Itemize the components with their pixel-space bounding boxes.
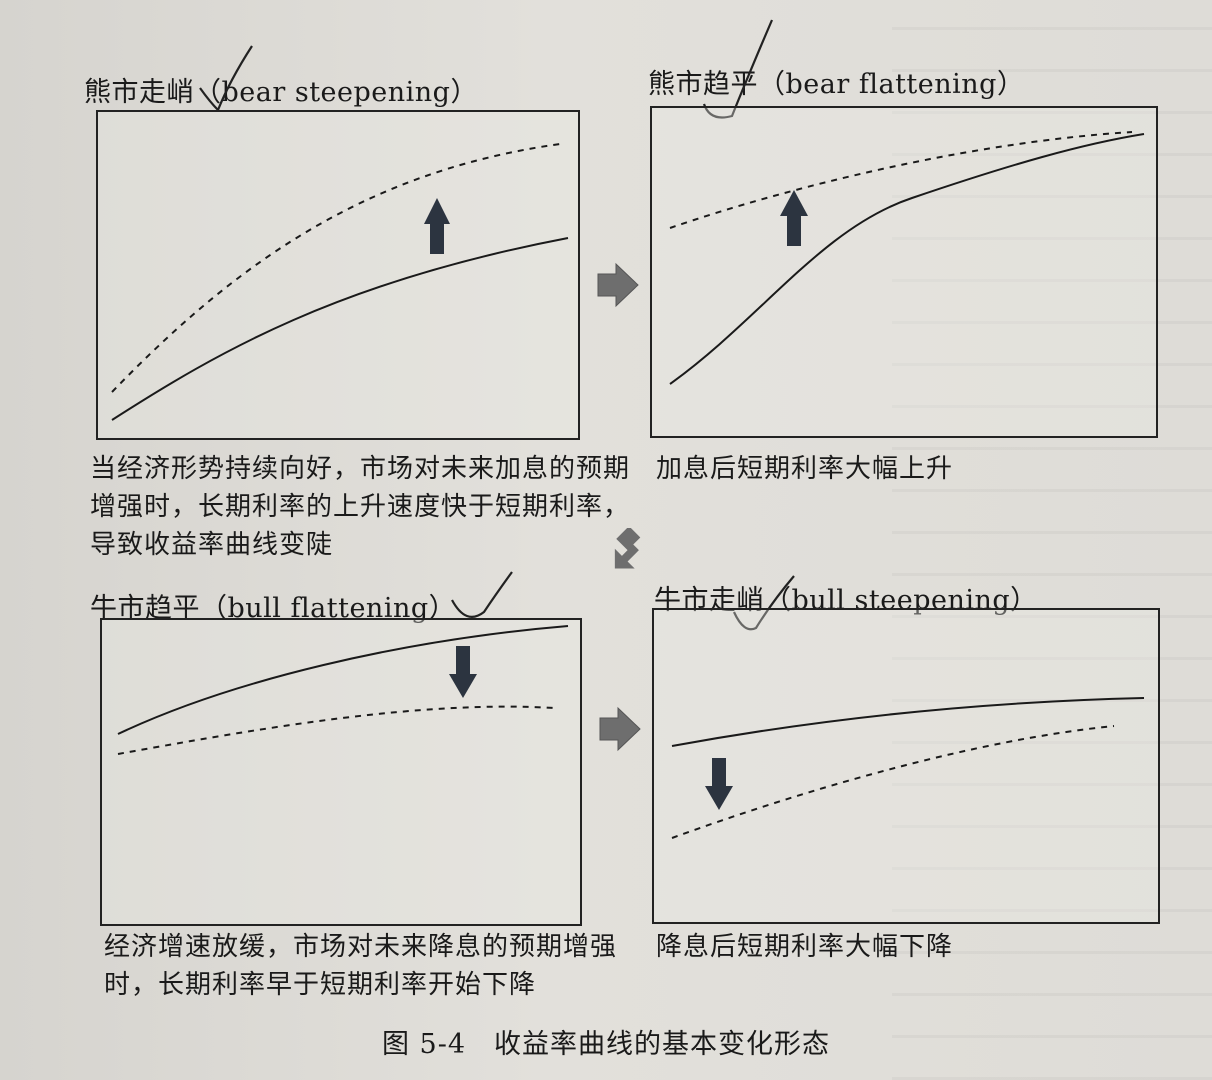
yield-curves-bear-flattening [669,131,1145,385]
yield-curve-before [117,625,569,735]
yield-curves-bear-steepening [111,143,569,421]
yield-curve-before [671,697,1145,747]
figure-caption: 图 5-4 收益率曲线的基本变化形态 [381,1029,831,1060]
handwritten-check-mark [702,19,774,119]
chart-panel-bear-steepening [96,110,580,440]
arrow-up-icon [780,190,808,246]
chart-panel-bull-flattening [100,618,582,926]
down-left-arrow-icon [614,528,641,569]
handwritten-check-mark [732,575,795,631]
handwritten-check-mark [199,45,253,112]
yield-curve-after [111,143,561,393]
panel-caption-bear-flattening: 加息后短期利率大幅上升 [656,454,954,484]
panel-title-bear-steepening: 熊市走峭（bear steepening） [84,77,478,108]
arrow-up-icon [424,198,450,254]
panel-title-bear-flattening: 熊市趋平（bear flattening） [648,69,1025,100]
arrow-down-icon [705,758,733,810]
panel-caption-bear-steepening: 当经济形势持续向好，市场对未来加息的预期增强时，长期利率的上升速度快于短期利率，… [90,454,631,560]
yield-curve-after [669,131,1133,229]
chart-panel-bull-steepening [652,608,1160,924]
yield-curves-bull-flattening [117,625,569,755]
right-arrow-icon [597,262,639,308]
yield-curve-before [111,237,569,421]
right-arrow-icon [599,706,641,752]
yield-curve-after [117,705,555,755]
panel-caption-bull-flattening: 经济增速放缓，市场对未来降息的预期增强时，长期利率早于短期利率开始下降 [104,932,618,1000]
yield-curves-bull-steepening [671,697,1145,839]
panel-title-bull-steepening: 牛市走峭（bull steepening） [654,585,1038,616]
yield-curve-before [669,133,1145,385]
panel-caption-bull-steepening: 降息后短期利率大幅下降 [656,932,954,962]
handwritten-check-mark [451,571,513,618]
chart-panel-bear-flattening [650,106,1158,438]
arrow-down-icon [449,646,477,698]
yield-curve-after [671,725,1115,839]
